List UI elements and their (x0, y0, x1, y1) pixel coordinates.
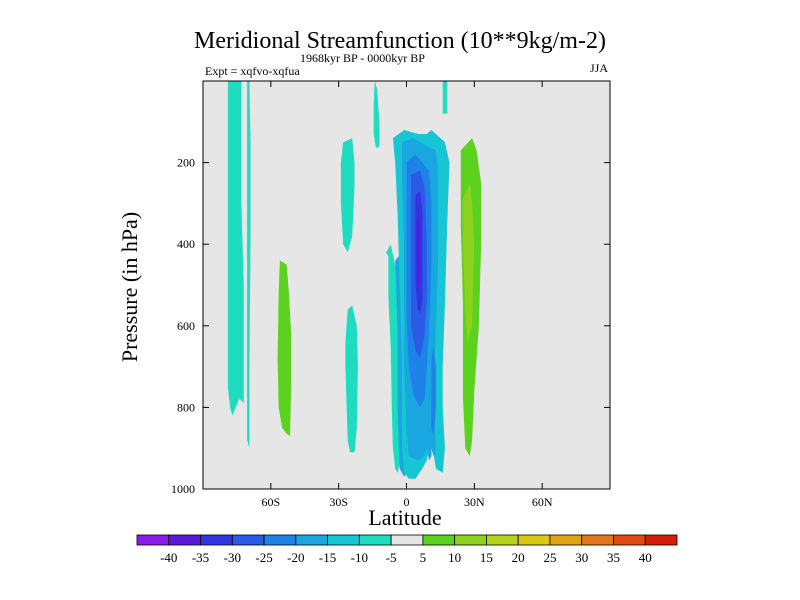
contour-region-tropical-neg-outer (386, 244, 400, 473)
colorbar-label: 35 (607, 550, 620, 565)
y-tick-label: 200 (177, 156, 195, 170)
colorbar-swatch (613, 534, 646, 546)
contour-region-nh-strip (442, 81, 448, 114)
colorbar-label: 5 (420, 550, 427, 565)
colorbar: -40 -35 -30 -25 -20 -15 -10 -5 5 10 15 20 25 30 35 40 (136, 534, 678, 565)
colorbar-label: -30 (224, 550, 241, 565)
colorbar-label: -25 (255, 550, 272, 565)
contour-region-lower-15 (426, 415, 432, 461)
colorbar-swatch (517, 534, 551, 546)
x-tick-label: 0 (404, 495, 410, 509)
colorbar-label: -5 (386, 550, 397, 565)
contour-region-sh-band-2 (247, 81, 251, 449)
colorbar-label: -40 (160, 550, 177, 565)
colorbar-label: 15 (480, 550, 493, 565)
contour-region-30s-upper (340, 138, 355, 253)
y-axis-label: Pressure (in hPa) (117, 211, 142, 363)
colorbar-swatch (581, 534, 614, 546)
chart-title: Meridional Streamfunction (10**9kg/m-2) (194, 28, 606, 54)
x-axis-label: Latitude (368, 505, 442, 530)
colorbar-swatch (200, 534, 233, 546)
colorbar-swatch (422, 534, 456, 546)
colorbar-swatch (486, 534, 519, 546)
colorbar-swatch (295, 534, 328, 546)
chart-subtitle: 1968kyr BP - 0000kyr BP (300, 51, 425, 65)
x-tick-label: 60N (532, 495, 553, 509)
colorbar-swatch (263, 534, 297, 546)
colorbar-label: -35 (192, 550, 209, 565)
colorbar-label: -10 (351, 550, 368, 565)
colorbar-label: -15 (319, 550, 336, 565)
colorbar-swatch (231, 534, 265, 546)
contour-region-lower-20 (431, 346, 436, 436)
x-tick-label: 30S (329, 495, 348, 509)
y-axis-ticks: 200 400 600 800 1000 (171, 156, 610, 496)
x-axis-ticks: 60S 30S 0 30N 60N (261, 81, 553, 509)
y-tick-label: 800 (177, 400, 195, 414)
colorbar-swatch (454, 534, 487, 546)
colorbar-label: 25 (543, 550, 556, 565)
x-tick-label: 30N (464, 495, 485, 509)
colorbar-label: -20 (287, 550, 304, 565)
colorbar-swatch (644, 534, 678, 546)
colorbar-swatch (168, 534, 201, 546)
colorbar-swatch (327, 534, 360, 546)
colorbar-label: 40 (639, 550, 652, 565)
y-tick-label: 1000 (171, 482, 195, 496)
y-tick-label: 400 (177, 237, 195, 251)
colorbar-swatch (358, 534, 392, 546)
experiment-label: Expt = xqfvo-xqfua (205, 64, 300, 78)
colorbar-label: 10 (448, 550, 461, 565)
season-label: JJA (590, 61, 609, 75)
contour-region-small-top (373, 81, 380, 149)
contour-region-nh-positive-15 (463, 183, 475, 343)
contour-region-main-cell-35 (416, 215, 421, 285)
colorbar-swatch (390, 534, 424, 546)
x-tick-label: 60S (261, 495, 280, 509)
colorbar-label: 30 (575, 550, 588, 565)
y-tick-label: 600 (177, 319, 195, 333)
contour-fills (227, 81, 482, 479)
contour-region-30s-lower (345, 305, 358, 453)
colorbar-label: 20 (512, 550, 525, 565)
colorbar-swatch (549, 534, 583, 546)
contour-region-sh-band-1 (227, 81, 244, 416)
contour-region-sh-positive (277, 260, 292, 436)
colorbar-swatch (136, 534, 170, 546)
